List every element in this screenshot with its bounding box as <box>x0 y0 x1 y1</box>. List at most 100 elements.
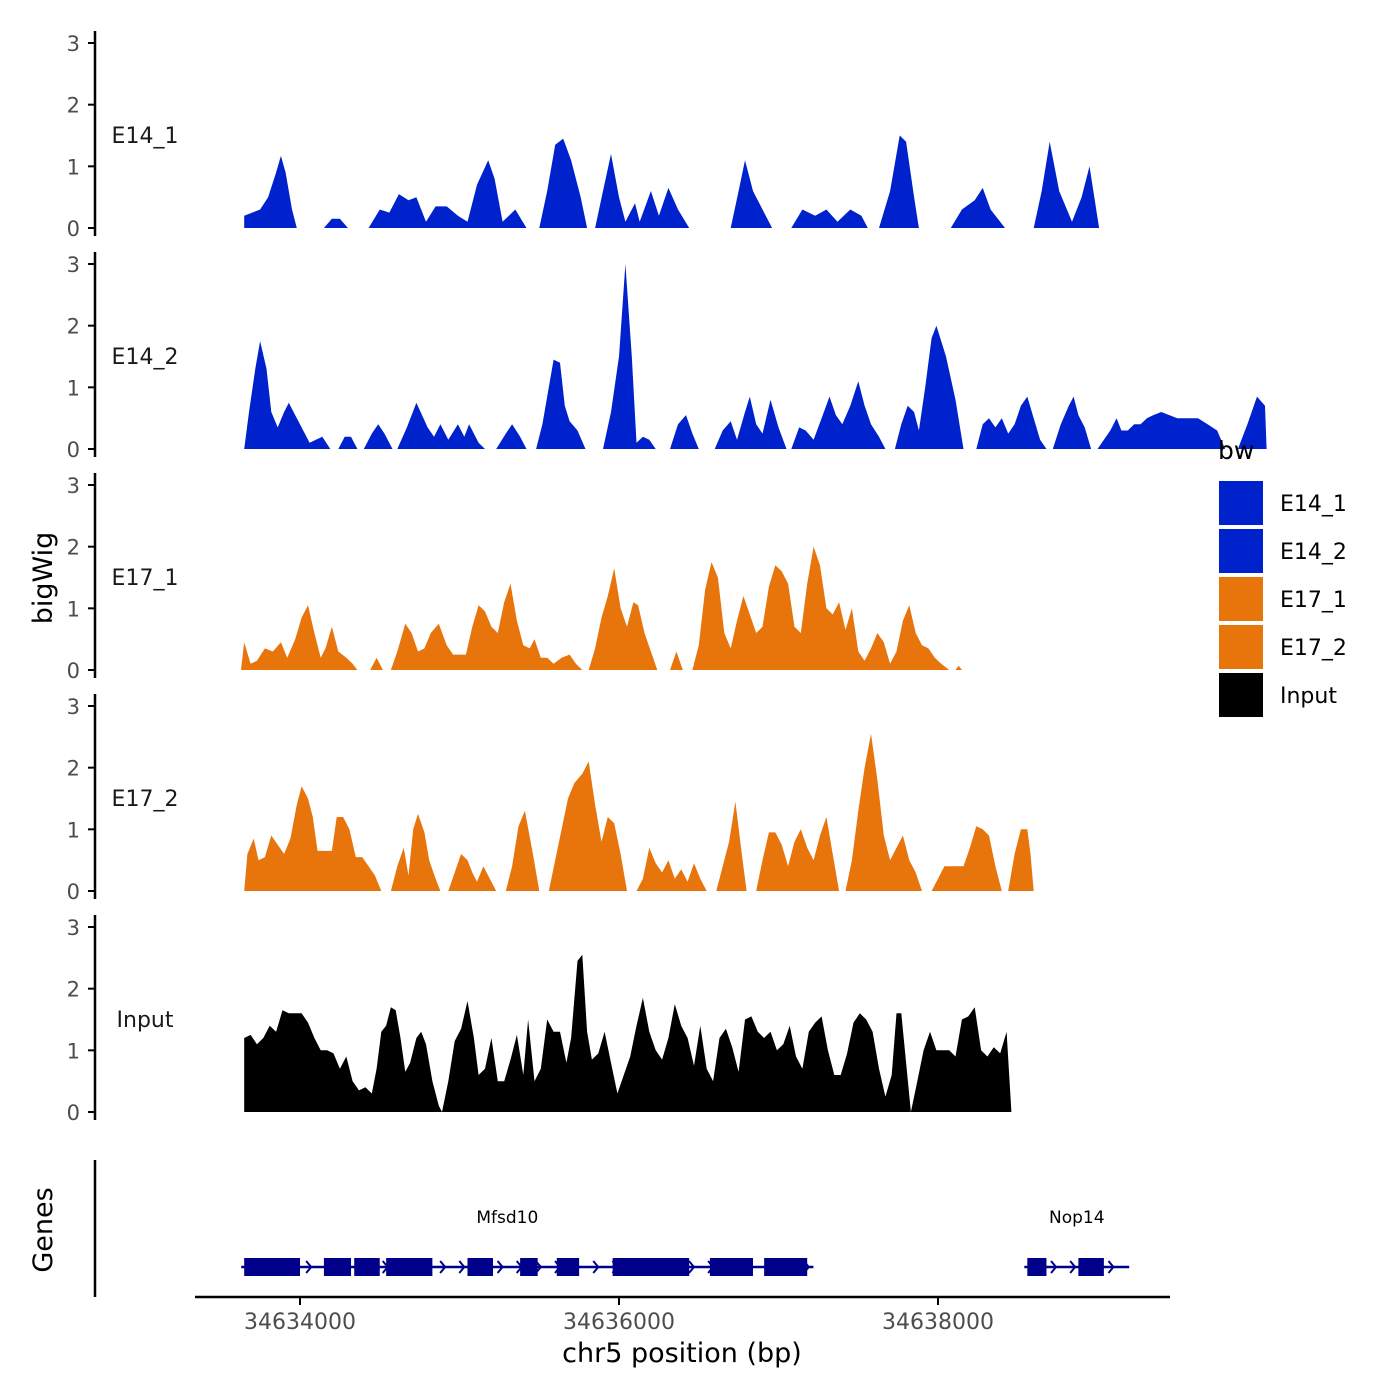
signal-area <box>595 154 690 228</box>
exon <box>1078 1258 1104 1276</box>
track-input: 0 1 2 3 Input <box>67 915 1012 1125</box>
y-tick-label: 1 <box>67 1039 80 1063</box>
exon <box>520 1258 538 1276</box>
signal-tracks: 0 1 2 3 E14_1 0 1 2 3 E14_2 0 1 2 3 E17_1 0 1 2 3 E17_2 0 1 2 3… <box>67 31 1267 1125</box>
signal-area <box>244 341 331 449</box>
signal-area <box>338 436 358 449</box>
strand-arrow <box>439 1260 447 1274</box>
strand-arrow <box>1069 1260 1077 1274</box>
y-tick-label: 3 <box>67 916 80 940</box>
exon <box>1027 1258 1047 1276</box>
signal-area <box>370 657 383 670</box>
y-tick-label: 3 <box>67 695 80 719</box>
signal-area <box>241 605 358 670</box>
signal-area <box>716 801 747 891</box>
strand-arrow <box>1050 1260 1058 1274</box>
signal-area <box>845 733 922 891</box>
signal-area <box>539 138 588 228</box>
signal-area <box>397 402 485 449</box>
y-axis-label: bigWig <box>28 532 59 625</box>
signal-area <box>976 396 1047 449</box>
signal-area <box>390 583 583 670</box>
exon <box>244 1258 300 1276</box>
signal-area <box>879 135 919 228</box>
signal-area <box>1237 396 1267 449</box>
signal-area <box>950 187 1005 228</box>
signal-area <box>363 424 393 449</box>
gene-mfsd10: Mfsd10 <box>241 1208 814 1276</box>
genes-track-label: Genes <box>28 1187 59 1272</box>
signal-area <box>603 264 656 449</box>
y-tick-label: 2 <box>67 757 80 781</box>
exon <box>612 1258 690 1276</box>
strand-arrow <box>688 1260 696 1274</box>
legend-label: Input <box>1280 684 1337 709</box>
exon <box>764 1258 808 1276</box>
signal-area <box>244 155 297 228</box>
y-tick-label: 3 <box>67 32 80 56</box>
genes-track: Mfsd10 Nop14 <box>93 1160 1130 1297</box>
signal-area <box>323 218 348 228</box>
legend: bw E14_1 E14_2 E17_1 E17_2 Input <box>1218 436 1347 717</box>
signal-area <box>448 854 497 891</box>
exon <box>354 1258 380 1276</box>
track-name: Input <box>117 1008 174 1033</box>
signal-area <box>636 847 707 891</box>
signal-area <box>244 954 1012 1112</box>
legend-swatch-e17-1 <box>1219 577 1263 621</box>
y-tick-label: 1 <box>67 597 80 621</box>
legend-swatch-e14-2 <box>1219 529 1263 573</box>
y-tick-label: 0 <box>67 1101 80 1125</box>
y-tick-label: 1 <box>67 155 80 179</box>
signal-area <box>931 826 1002 891</box>
exon <box>467 1258 493 1276</box>
signal-area <box>1097 412 1226 449</box>
y-tick-label: 2 <box>67 978 80 1002</box>
signal-area <box>756 817 840 891</box>
track-e14-1: 0 1 2 3 E14_1 <box>67 31 1100 241</box>
exon <box>386 1258 433 1276</box>
x-tick-label: 34636000 <box>563 1310 675 1335</box>
signal-area <box>730 160 773 228</box>
y-tick-label: 1 <box>67 818 80 842</box>
track-name: E14_2 <box>112 345 179 370</box>
gene-name: Mfsd10 <box>476 1208 538 1228</box>
strand-arrow <box>458 1260 466 1274</box>
strand-arrow <box>496 1260 504 1274</box>
legend-label: E14_2 <box>1280 540 1347 565</box>
strand-arrow <box>1107 1260 1115 1274</box>
gene-name: Nop14 <box>1049 1208 1105 1228</box>
signal-area <box>368 160 527 228</box>
y-tick-label: 2 <box>67 315 80 339</box>
signal-area <box>955 665 962 670</box>
signal-area <box>791 381 886 449</box>
x-tick-label: 34634000 <box>244 1310 356 1335</box>
strand-arrow <box>305 1260 313 1274</box>
track-name: E14_1 <box>112 124 179 149</box>
legend-label: E17_2 <box>1280 636 1347 661</box>
x-axis: 34634000 34636000 34638000 <box>195 1295 1170 1335</box>
signal-area <box>390 813 441 891</box>
signal-area <box>670 651 683 670</box>
legend-swatch-e17-2 <box>1219 625 1263 669</box>
track-e17-1: 0 1 2 3 E17_1 <box>67 473 962 683</box>
gene-nop14: Nop14 <box>1024 1208 1130 1276</box>
signal-area <box>548 761 627 891</box>
signal-area <box>588 568 658 670</box>
track-name: E17_2 <box>112 787 179 812</box>
strand-arrow <box>592 1260 600 1274</box>
y-tick-label: 3 <box>67 474 80 498</box>
y-tick-label: 0 <box>67 217 80 241</box>
signal-area <box>1008 829 1034 891</box>
legend-swatch-input <box>1219 673 1263 717</box>
signal-area <box>1052 396 1092 449</box>
signal-area <box>692 546 950 670</box>
y-tick-label: 0 <box>67 659 80 683</box>
y-tick-label: 1 <box>67 376 80 400</box>
signal-area <box>244 786 382 891</box>
x-axis-label: chr5 position (bp) <box>562 1338 802 1369</box>
signal-area <box>714 396 787 449</box>
y-tick-label: 3 <box>67 253 80 277</box>
legend-swatch-e14-1 <box>1219 481 1263 525</box>
